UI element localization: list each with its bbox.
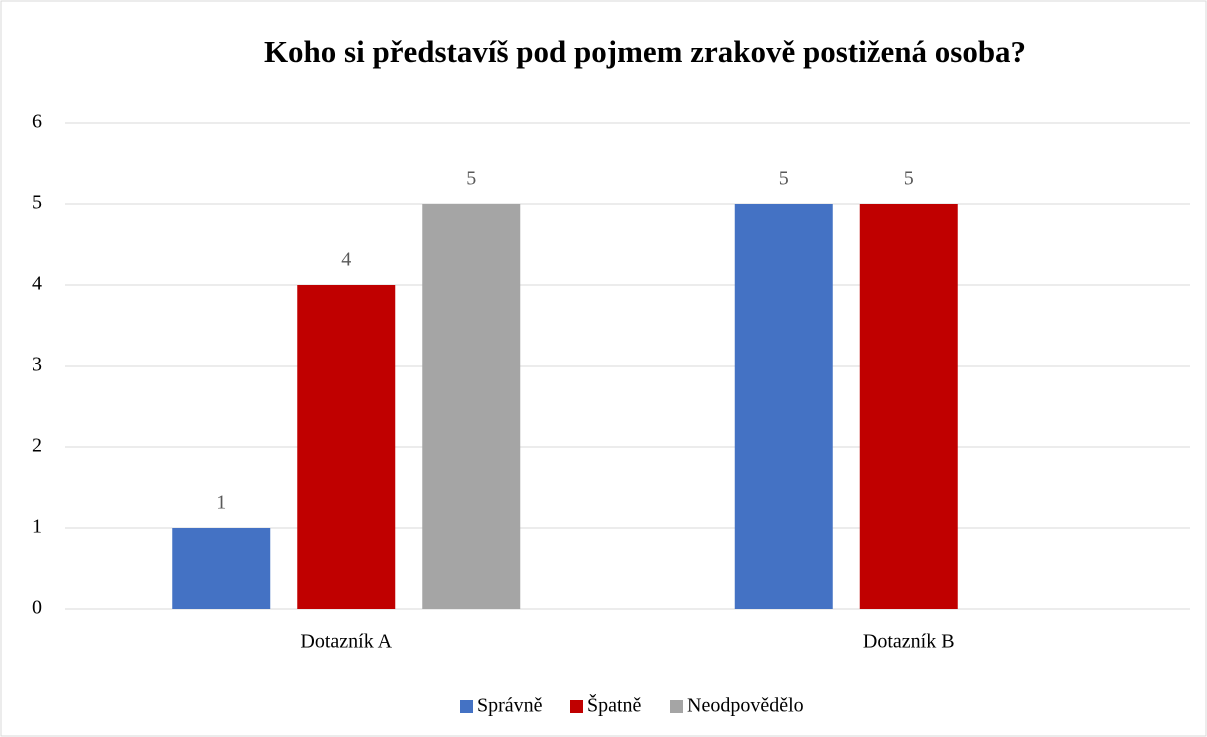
y-tick-label: 0 [32,597,42,619]
bar [297,285,396,609]
x-tick-label: Dotazník A [300,631,392,653]
data-label: 1 [216,492,226,514]
bar [734,204,833,609]
x-tick-label: Dotazník B [863,631,955,653]
bar [859,204,958,609]
legend-label: Správně [477,695,543,717]
legend-swatch [670,700,683,713]
data-label: 5 [466,168,476,190]
legend-label: Špatně [587,693,642,717]
y-tick-label: 5 [32,192,42,214]
y-tick-label: 1 [32,516,42,538]
data-label: 5 [904,168,914,190]
bar [172,528,271,609]
chart-title: Koho si představíš pod pojmem zrakově po… [264,34,1026,69]
bar [422,204,521,609]
legend-label: Neodpovědělo [687,695,804,717]
legend-swatch [460,700,473,713]
y-tick-label: 3 [32,354,42,376]
data-label: 5 [779,168,789,190]
data-label: 4 [341,249,351,271]
y-tick-label: 4 [32,273,42,295]
y-tick-label: 6 [32,111,42,133]
legend-swatch [570,700,583,713]
y-tick-label: 2 [32,435,42,457]
